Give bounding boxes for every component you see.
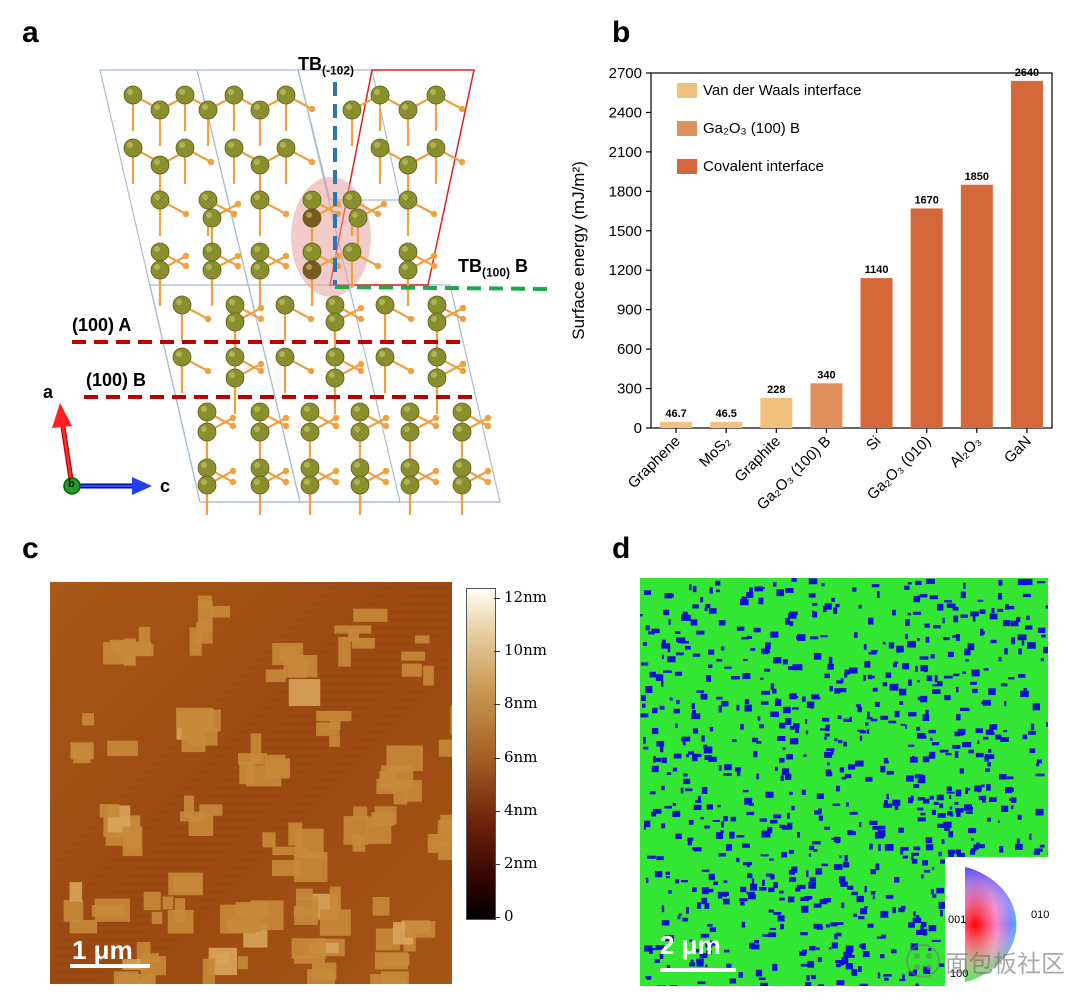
colorbar-tick-label: 4nm bbox=[504, 800, 538, 819]
bar bbox=[860, 278, 893, 428]
afm-scalebar-label: 1 μm bbox=[72, 935, 133, 965]
bar bbox=[810, 383, 843, 428]
afm-colorbar bbox=[466, 588, 496, 920]
colorbar-tick-label: 8nm bbox=[504, 694, 538, 713]
y-axis-label: Surface energy (mJ/m²) bbox=[570, 161, 588, 340]
legend-swatch-covalent bbox=[677, 159, 697, 174]
x-tick-label: MoS₂ bbox=[696, 433, 734, 471]
bar bbox=[960, 184, 993, 428]
crystal-structure-diagram bbox=[52, 69, 553, 515]
axis-b-label: b bbox=[68, 478, 75, 490]
y-tick-label: 1200 bbox=[609, 262, 642, 279]
bar-value-label: 46.5 bbox=[715, 408, 736, 420]
x-tick-label: GaN bbox=[1001, 433, 1035, 467]
bar-value-label: 1670 bbox=[914, 194, 938, 206]
bar-value-label: 1850 bbox=[965, 171, 989, 183]
bar-value-label: 46.7 bbox=[665, 408, 686, 420]
y-tick-label: 2100 bbox=[609, 144, 642, 161]
bar bbox=[710, 421, 743, 428]
colorbar-tick-mark bbox=[494, 757, 500, 759]
legend-item-ga2o3: Ga₂O₃ (100) B bbox=[677, 120, 800, 137]
bar-value-label: 340 bbox=[817, 369, 835, 381]
tb100b-line bbox=[334, 285, 553, 291]
legend-swatch-vdw bbox=[677, 83, 697, 98]
colorbar-tick-mark bbox=[494, 863, 500, 865]
colorbar-tick-label: 6nm bbox=[504, 747, 538, 766]
bar-value-label: 2640 bbox=[1015, 67, 1039, 79]
plane-100b-label: (100) B bbox=[86, 370, 147, 390]
colorbar-tick-mark bbox=[494, 651, 500, 653]
bar bbox=[910, 208, 943, 428]
legend-label-ga2o3: Ga₂O₃ (100) B bbox=[703, 120, 800, 137]
plane-100a-label: (100) A bbox=[72, 315, 132, 335]
ipf-label-001: 001 bbox=[948, 914, 967, 926]
y-tick-label: 0 bbox=[634, 420, 642, 437]
tb100b-label: TB(100) B bbox=[458, 256, 529, 280]
ebsd-scalebar-label: 2 μm bbox=[660, 930, 721, 960]
y-tick-label: 900 bbox=[617, 302, 642, 319]
y-tick-label: 2400 bbox=[609, 104, 642, 121]
ipf-label-010: 010 bbox=[1031, 909, 1050, 921]
legend-swatch-ga2o3 bbox=[677, 121, 697, 136]
y-tick-label: 2700 bbox=[609, 65, 642, 82]
legend-item-covalent: Covalent interface bbox=[677, 158, 824, 175]
panel-label-c: c bbox=[22, 532, 39, 565]
ipf-label-100: 100 bbox=[950, 968, 969, 980]
afm-height-map bbox=[50, 582, 452, 984]
bar bbox=[760, 398, 793, 428]
x-tick-label: Al₂O₃ bbox=[947, 433, 985, 471]
ipf-color-key bbox=[945, 857, 1048, 987]
watermark-logo-icon bbox=[906, 944, 940, 978]
legend-label-covalent: Covalent interface bbox=[703, 158, 824, 175]
axis-c-label: c bbox=[160, 476, 171, 496]
bar bbox=[1010, 80, 1043, 428]
plot-frame bbox=[650, 72, 1053, 429]
bar bbox=[660, 421, 693, 428]
axis-triad bbox=[52, 403, 152, 495]
x-tick-label: Si bbox=[863, 433, 884, 454]
colorbar-tick-mark bbox=[494, 704, 500, 706]
colorbar-tick-mark bbox=[494, 917, 500, 918]
axis-a-label: a bbox=[43, 382, 54, 402]
atom-lattice bbox=[123, 85, 492, 515]
surface-energy-bar-chart: 0 300 600 900 1200 1500 1800 2100 2400 2700 Surfac… bbox=[570, 65, 1053, 513]
legend-item-vdw: Van der Waals interface bbox=[677, 82, 861, 99]
tb-102-label: TB(-102) bbox=[298, 54, 355, 78]
watermark: 面包板社区 bbox=[905, 943, 1065, 979]
x-tick-label: Graphene bbox=[625, 433, 684, 492]
y-tick-label: 1800 bbox=[609, 183, 642, 200]
colorbar-tick-mark bbox=[494, 810, 500, 812]
y-tick-label: 300 bbox=[617, 381, 642, 398]
panel-label-b: b bbox=[612, 16, 631, 49]
y-tick-label: 1500 bbox=[609, 223, 642, 240]
panel-label-d: d bbox=[612, 532, 631, 565]
y-tick-label: 600 bbox=[617, 341, 642, 358]
bar-value-label: 1140 bbox=[865, 264, 889, 276]
colorbar-tick-label: 0 bbox=[504, 907, 514, 925]
colorbar-tick-label: 12nm bbox=[504, 588, 547, 606]
colorbar-tick-label: 2nm bbox=[504, 853, 538, 872]
colorbar-tick-label: 10nm bbox=[504, 641, 547, 660]
colorbar-tick-mark bbox=[494, 598, 500, 599]
panel-label-a: a bbox=[22, 16, 39, 49]
legend-label-vdw: Van der Waals interface bbox=[703, 82, 862, 99]
watermark-text: 面包板社区 bbox=[945, 949, 1065, 978]
bar-value-label: 228 bbox=[767, 384, 785, 396]
